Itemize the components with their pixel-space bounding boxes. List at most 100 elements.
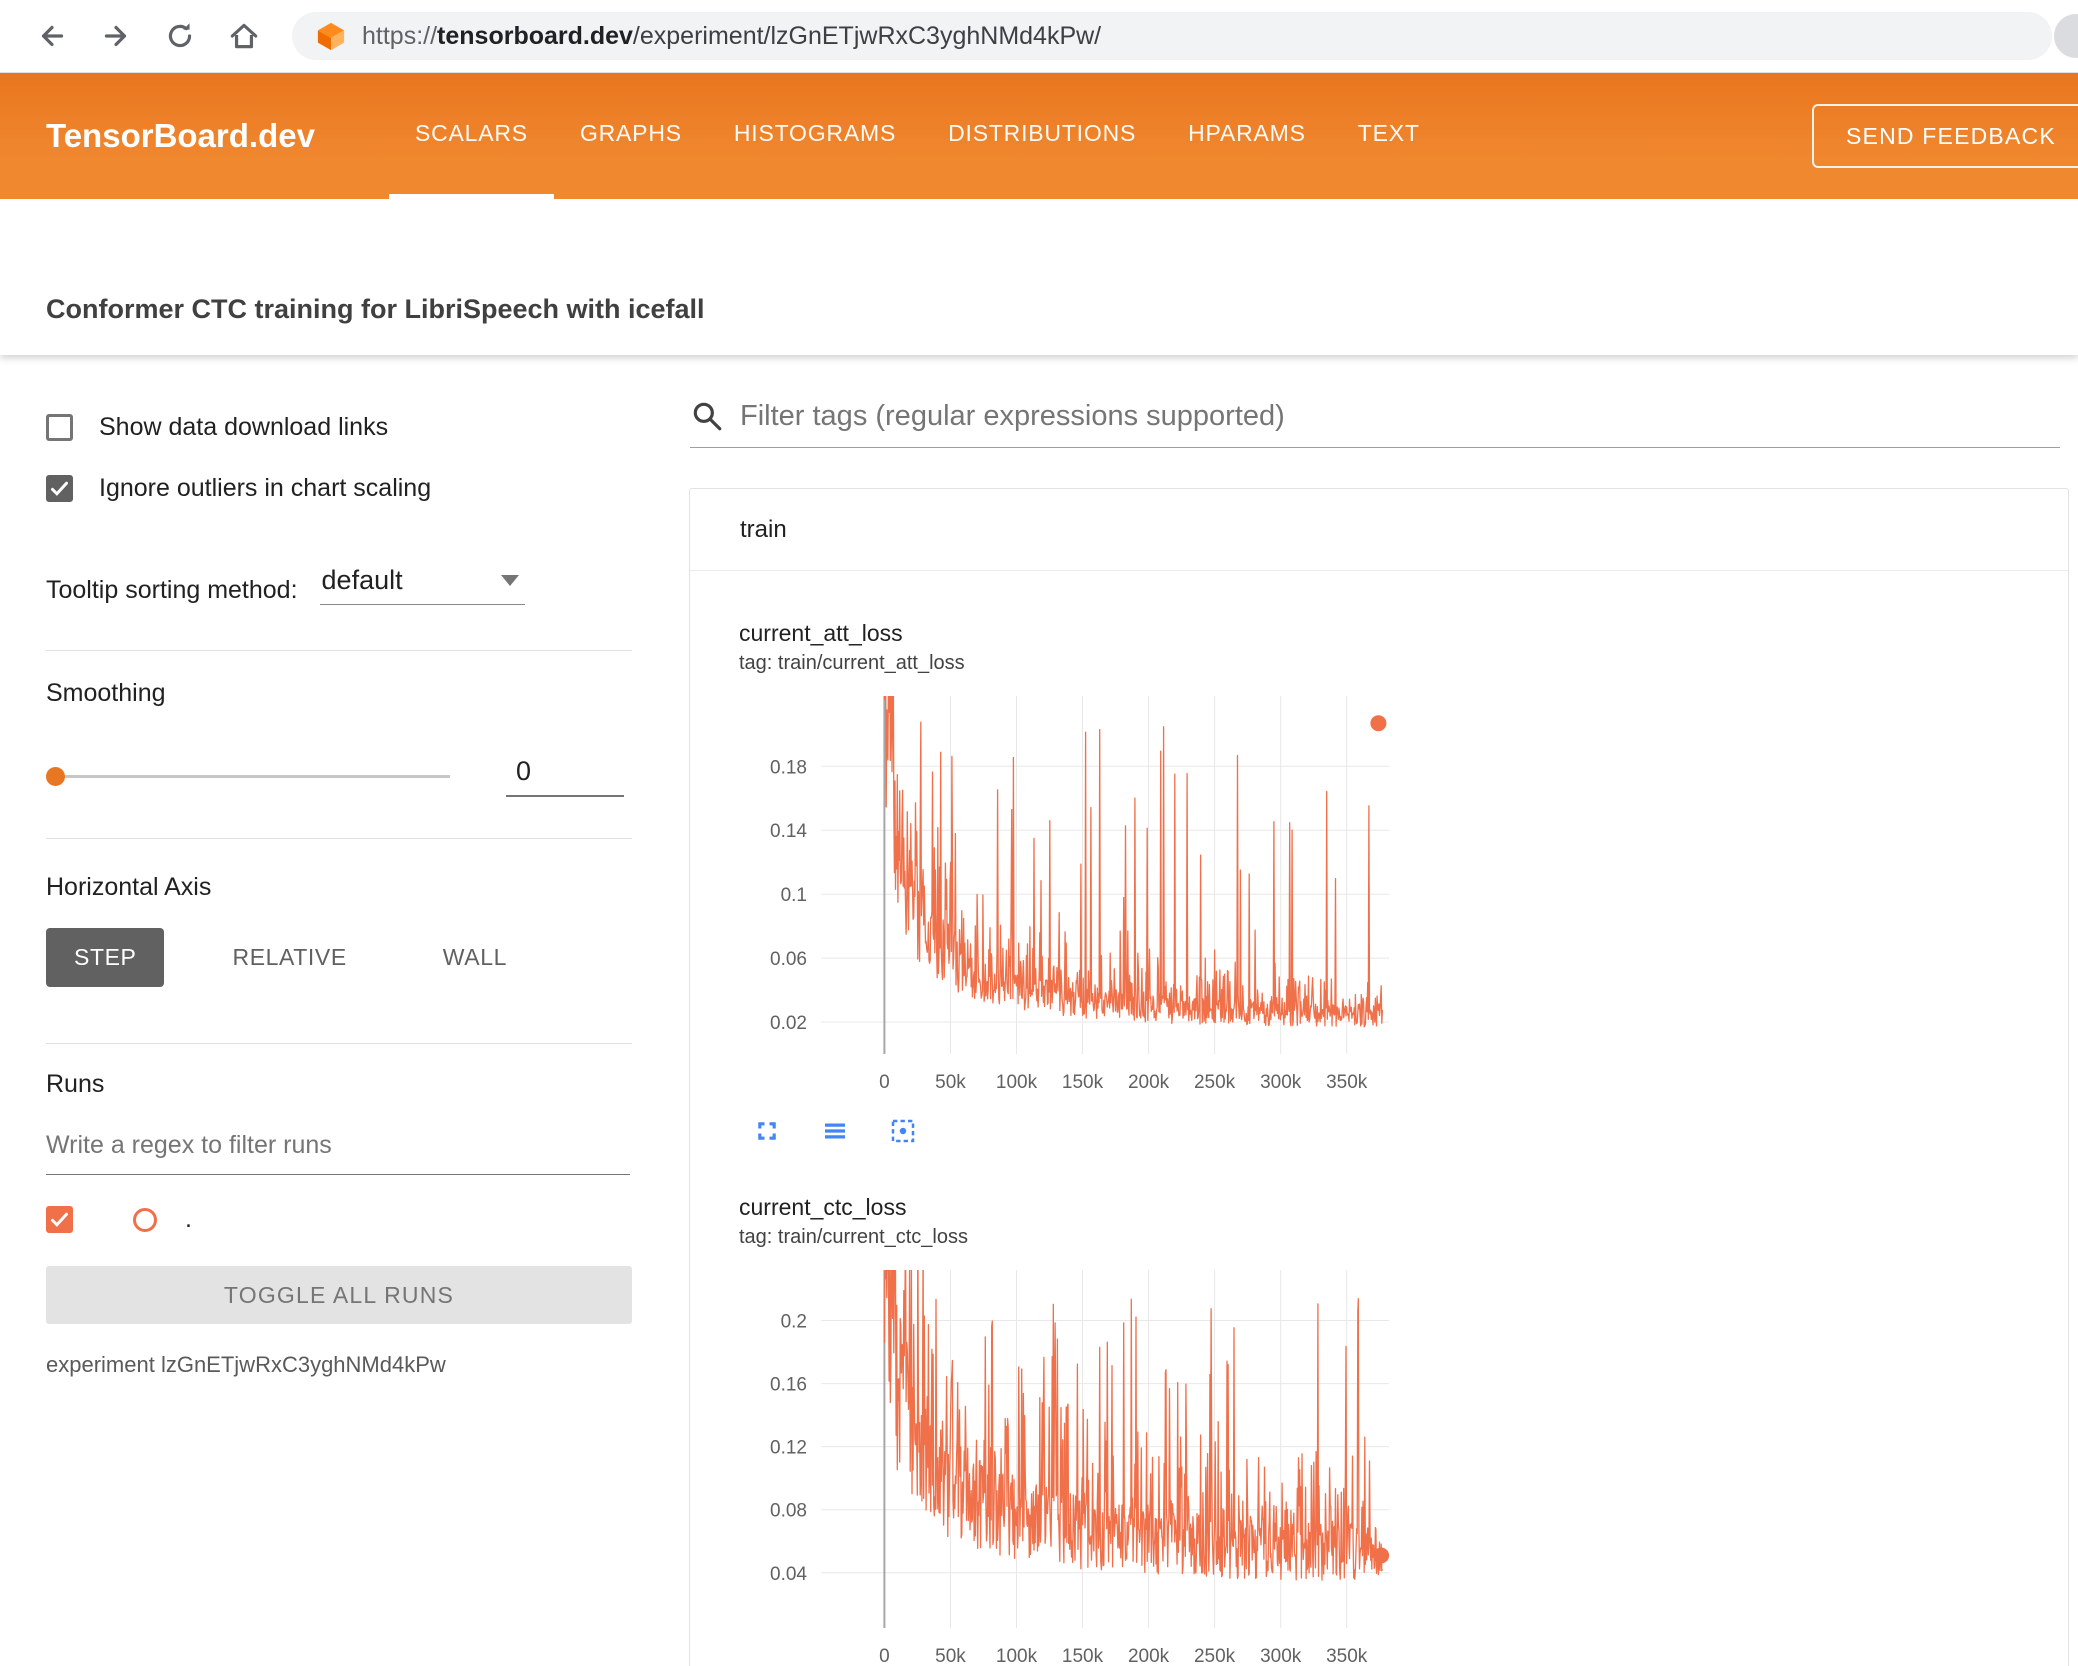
svg-text:100k: 100k bbox=[996, 1646, 1038, 1666]
runs-label: Runs bbox=[46, 1070, 105, 1098]
address-bar[interactable]: https://tensorboard.dev/experiment/lzGnE… bbox=[292, 12, 2052, 60]
fullscreen-icon[interactable] bbox=[751, 1115, 783, 1147]
chart-current_ctc_loss: current_ctc_loss tag: train/current_ctc_l… bbox=[739, 1193, 1394, 1666]
run-checkbox[interactable] bbox=[46, 1206, 73, 1233]
smoothing-value-field[interactable]: 0 bbox=[506, 756, 624, 797]
url-host: tensorboard.dev bbox=[437, 21, 633, 50]
svg-text:0: 0 bbox=[879, 1646, 890, 1666]
chart-title: current_att_loss bbox=[739, 620, 903, 646]
axis-wall-button[interactable]: WALL bbox=[415, 928, 535, 987]
charts-grid: current_att_loss tag: train/current_att_l… bbox=[690, 571, 2068, 1666]
run-row: . bbox=[46, 1205, 660, 1234]
svg-text:300k: 300k bbox=[1260, 1072, 1302, 1093]
tab-histograms[interactable]: HISTOGRAMS bbox=[733, 120, 897, 146]
send-feedback-button[interactable]: SEND FEEDBACK bbox=[1812, 104, 2078, 168]
chart-title: current_ctc_loss bbox=[739, 1194, 907, 1220]
axis-relative-button[interactable]: RELATIVE bbox=[204, 928, 374, 987]
show-download-checkbox[interactable] bbox=[46, 414, 73, 441]
svg-text:200k: 200k bbox=[1128, 1646, 1170, 1666]
toggle-all-runs-button[interactable]: TOGGLE ALL RUNS bbox=[46, 1266, 632, 1324]
fit-domain-icon[interactable] bbox=[887, 1115, 919, 1147]
svg-text:350k: 350k bbox=[1326, 1072, 1368, 1093]
axis-step-button[interactable]: STEP bbox=[46, 928, 165, 987]
tooltip-sort-row: Tooltip sorting method: default bbox=[46, 565, 660, 605]
tensorboard-favicon bbox=[316, 21, 346, 51]
settings-sidebar: Show data download links Ignore outliers… bbox=[0, 355, 660, 1666]
toggle-y-axis-icon[interactable] bbox=[819, 1115, 851, 1147]
search-icon bbox=[690, 399, 724, 433]
svg-text:0.16: 0.16 bbox=[770, 1375, 807, 1396]
svg-text:150k: 150k bbox=[1062, 1072, 1104, 1093]
svg-text:0.02: 0.02 bbox=[770, 1013, 807, 1034]
experiment-title-bar: Conformer CTC training for LibriSpeech w… bbox=[0, 199, 2078, 355]
forward-icon[interactable] bbox=[98, 18, 134, 54]
svg-text:0.14: 0.14 bbox=[770, 821, 807, 842]
browser-profile-avatar[interactable] bbox=[2054, 14, 2078, 58]
horizontal-axis-label: Horizontal Axis bbox=[46, 873, 212, 901]
show-download-row: Show data download links bbox=[46, 413, 660, 442]
home-icon[interactable] bbox=[226, 18, 262, 54]
svg-text:0.08: 0.08 bbox=[770, 1501, 807, 1522]
tag-filter-input[interactable] bbox=[740, 399, 2060, 433]
tab-graphs[interactable]: GRAPHS bbox=[579, 120, 682, 146]
chart-tag: tag: train/current_att_loss bbox=[739, 652, 965, 674]
tab-distributions[interactable]: DISTRIBUTIONS bbox=[948, 120, 1137, 146]
divider bbox=[46, 1043, 632, 1044]
horizontal-axis-buttons: STEP RELATIVE WALL bbox=[46, 928, 660, 987]
divider bbox=[46, 650, 632, 651]
browser-chrome: https://tensorboard.dev/experiment/lzGnE… bbox=[0, 0, 2078, 73]
svg-text:0.12: 0.12 bbox=[770, 1438, 807, 1459]
svg-text:250k: 250k bbox=[1194, 1646, 1236, 1666]
tag-filter-row bbox=[690, 399, 2060, 448]
ignore-outliers-checkbox[interactable] bbox=[46, 475, 73, 502]
chart-plot[interactable]: 0.02 0.06 0.1 0.14 0.18 0 50k 100k 150k 200k 250k 3… bbox=[739, 690, 1394, 1105]
ignore-outliers-row: Ignore outliers in chart scaling bbox=[46, 474, 660, 503]
tab-scalars[interactable]: SCALARS bbox=[388, 73, 554, 199]
tag-group-label: train bbox=[740, 515, 787, 543]
show-download-label: Show data download links bbox=[99, 413, 389, 441]
svg-text:300k: 300k bbox=[1260, 1646, 1302, 1666]
tooltip-sort-label: Tooltip sorting method: bbox=[46, 576, 298, 604]
svg-text:350k: 350k bbox=[1326, 1646, 1368, 1666]
tab-text[interactable]: TEXT bbox=[1357, 120, 1420, 146]
url-text: https://tensorboard.dev/experiment/lzGnE… bbox=[362, 22, 1101, 51]
chart-current_att_loss: current_att_loss tag: train/current_att_l… bbox=[739, 619, 1394, 1147]
experiment-title: Conformer CTC training for LibriSpeech w… bbox=[46, 294, 705, 324]
app-header: TensorBoard.dev SCALARS GRAPHS HISTOGRAMS D… bbox=[0, 73, 2078, 199]
url-path: /experiment/lzGnETjwRxC3yghNMd4kPw/ bbox=[632, 21, 1102, 50]
ignore-outliers-label: Ignore outliers in chart scaling bbox=[99, 474, 432, 502]
svg-text:0.2: 0.2 bbox=[781, 1312, 807, 1333]
app-logo: TensorBoard.dev bbox=[46, 117, 315, 154]
smoothing-slider-thumb[interactable] bbox=[46, 766, 65, 786]
experiment-id-caption: experiment lzGnETjwRxC3yghNMd4kPw bbox=[46, 1352, 446, 1377]
train-tag-group-card: train current_att_loss tag: train/current… bbox=[689, 488, 2069, 1666]
smoothing-slider[interactable] bbox=[46, 766, 450, 786]
reload-icon[interactable] bbox=[162, 18, 198, 54]
back-icon[interactable] bbox=[34, 18, 70, 54]
main-content: train current_att_loss tag: train/current… bbox=[660, 355, 2078, 1666]
svg-text:0: 0 bbox=[879, 1072, 890, 1093]
tag-group-header[interactable]: train bbox=[690, 489, 2068, 571]
tab-hparams[interactable]: HPARAMS bbox=[1188, 120, 1306, 146]
tooltip-sort-dropdown[interactable]: default bbox=[319, 565, 525, 605]
smoothing-row: 0 bbox=[46, 752, 660, 800]
svg-text:50k: 50k bbox=[935, 1072, 966, 1093]
divider bbox=[46, 838, 632, 839]
smoothing-slider-track[interactable] bbox=[46, 774, 450, 778]
smoothing-label: Smoothing bbox=[46, 679, 166, 707]
chart-tag: tag: train/current_ctc_loss bbox=[739, 1226, 968, 1248]
svg-text:0.04: 0.04 bbox=[770, 1564, 807, 1585]
svg-text:150k: 150k bbox=[1062, 1646, 1104, 1666]
caret-down-icon bbox=[500, 575, 519, 586]
run-color-swatch bbox=[133, 1207, 157, 1232]
chart-toolbar bbox=[739, 1115, 1394, 1147]
chart-plot[interactable]: 0.04 0.08 0.12 0.16 0.2 0 50k 100k 150k 200k 250k 3… bbox=[739, 1264, 1394, 1666]
svg-text:100k: 100k bbox=[996, 1072, 1038, 1093]
nav-tabs: SCALARS GRAPHS HISTOGRAMS DISTRIBUTIONS HPAR… bbox=[388, 73, 1446, 199]
tooltip-sort-value: default bbox=[321, 565, 403, 595]
svg-text:250k: 250k bbox=[1194, 1072, 1236, 1093]
svg-text:200k: 200k bbox=[1128, 1072, 1170, 1093]
run-name: . bbox=[185, 1205, 192, 1233]
svg-text:0.06: 0.06 bbox=[770, 949, 807, 970]
runs-filter-input[interactable] bbox=[46, 1123, 630, 1175]
